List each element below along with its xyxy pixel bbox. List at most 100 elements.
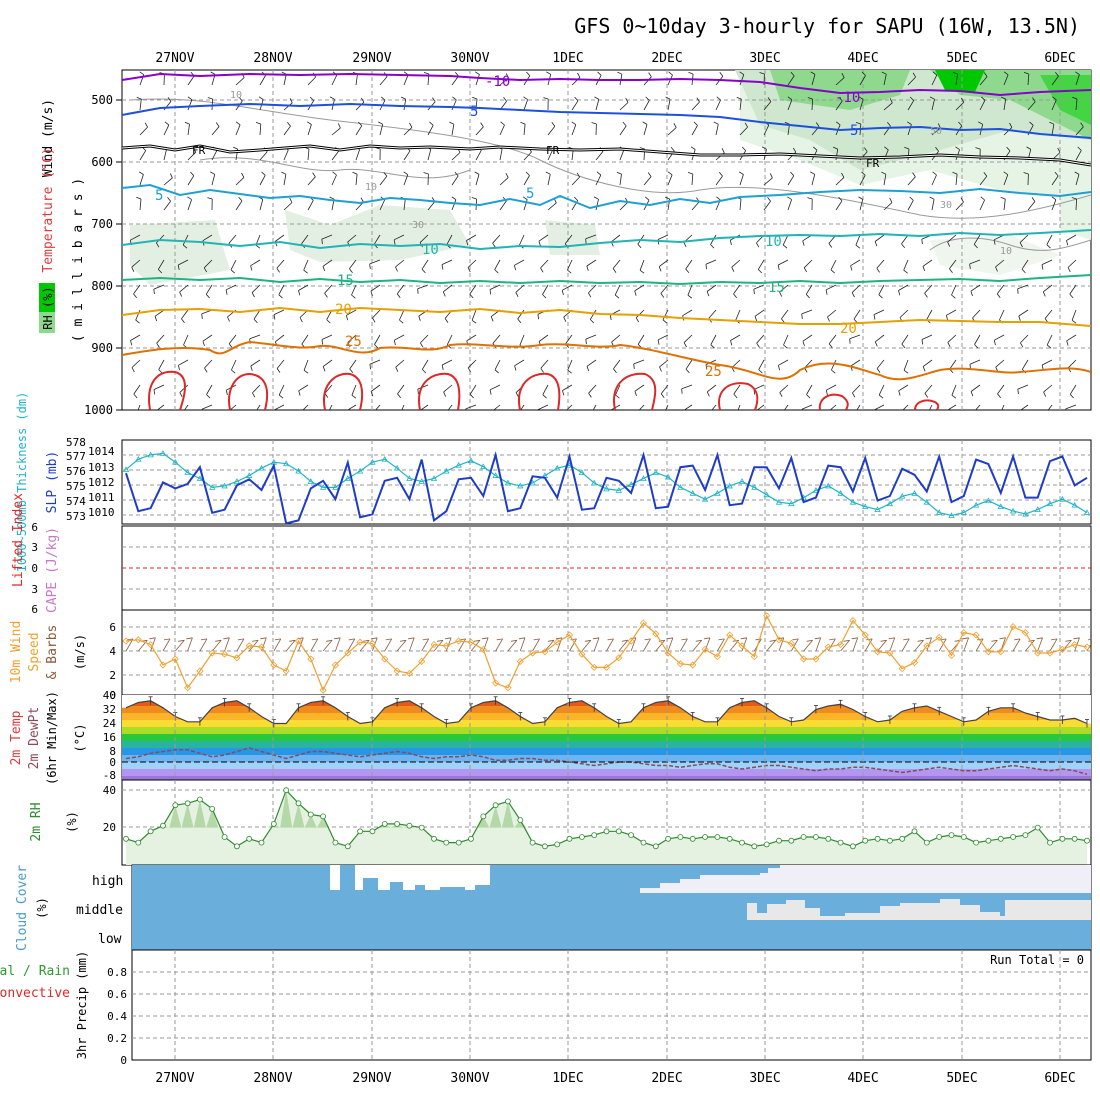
- wind-barb: [211, 174, 216, 186]
- wind-barb: [763, 177, 773, 186]
- wind10-point: [196, 667, 204, 675]
- contour-label: 15: [768, 280, 785, 296]
- wind-barb: [779, 284, 789, 293]
- wind-barb: [660, 284, 669, 294]
- wind-barb: [417, 284, 429, 290]
- wind-barb: [567, 359, 573, 371]
- li-tick-label: 3: [31, 583, 38, 596]
- wind10-barb-flag: [977, 638, 984, 641]
- temp-color-band: [122, 741, 1091, 748]
- temp-contour-30: [818, 393, 849, 410]
- wind-barb: [901, 334, 909, 345]
- wind-barb: [973, 234, 981, 245]
- wind-barb: [1003, 99, 1007, 111]
- wind-barb: [1067, 359, 1077, 369]
- temp-tick-label: 0: [109, 756, 116, 769]
- wind-barb: [571, 124, 577, 136]
- wind-barb: [130, 334, 141, 341]
- wind-barb: [283, 125, 291, 136]
- wind-barb: [421, 359, 429, 370]
- wind-barb-flag: [993, 340, 996, 346]
- wind10-point: [812, 655, 820, 663]
- wind10-barb: [519, 637, 526, 652]
- wind-barb: [369, 359, 381, 365]
- wind-barb-flag: [542, 394, 547, 399]
- wind-barb: [230, 259, 237, 270]
- wind-barb: [475, 126, 484, 136]
- slp-tick-label: 1012: [88, 476, 115, 489]
- wind-barb-flag: [250, 365, 253, 371]
- temp-color-band: [122, 769, 1091, 776]
- wind-barb: [955, 174, 958, 186]
- thickness-point: [504, 479, 512, 486]
- wind-barb-flag: [255, 244, 261, 249]
- wind-barb-flag: [178, 365, 180, 371]
- wind-barb-flag: [154, 316, 158, 322]
- wind10-point: [960, 629, 968, 637]
- wind10-point: [282, 667, 290, 675]
- wind-barb: [898, 384, 909, 392]
- wind-barb: [850, 259, 861, 267]
- wind-barb: [321, 334, 333, 340]
- wind-barb-flag: [670, 146, 675, 152]
- temp-contour-30: [613, 372, 657, 410]
- wind-barb: [710, 234, 717, 245]
- wind-barb: [499, 177, 509, 186]
- rh2m-point: [517, 817, 524, 823]
- wind-barb-flag: [164, 121, 170, 126]
- cloud-high-clear: [330, 865, 490, 890]
- wind-barb: [331, 74, 338, 86]
- wind-barb-flag: [921, 339, 924, 345]
- wind10-barb-flag: [215, 639, 222, 642]
- wind10-point: [997, 648, 1005, 656]
- wind-barb-flag: [396, 293, 401, 298]
- wind-barb-flag: [736, 415, 740, 418]
- thickness-point: [319, 484, 327, 490]
- top-date-label: 3DEC: [749, 51, 780, 66]
- wind-barb: [898, 284, 909, 291]
- wind-barb: [875, 334, 885, 343]
- wind-barb: [251, 284, 261, 293]
- wind-barb: [829, 404, 837, 410]
- wind-barb: [395, 259, 405, 268]
- wind-barb: [835, 200, 843, 211]
- wind10-barb-flag: [592, 637, 600, 640]
- wind-barb: [665, 404, 669, 410]
- wind-barb-flag: [596, 171, 602, 176]
- wind-barb-flag: [207, 97, 213, 100]
- wind-barb: [131, 259, 141, 268]
- wind-barb-flag: [713, 121, 719, 125]
- wind10-point: [886, 649, 894, 657]
- wind-barb-flag: [278, 294, 283, 299]
- wind-barb: [451, 152, 461, 161]
- wind-barb: [585, 334, 597, 340]
- wind-barb: [1020, 404, 1029, 410]
- wind-barb: [181, 309, 189, 320]
- wind-barb-flag: [783, 344, 788, 349]
- wind-barb-flag: [615, 394, 620, 399]
- wind-barb: [902, 404, 909, 410]
- rh2m-panel: 40 20 2m RH (%): [29, 779, 1092, 866]
- wind-barb: [595, 199, 599, 211]
- wind-barb-flag: [324, 292, 328, 298]
- wind-barb-flag: [441, 264, 444, 270]
- wind-barb: [1066, 234, 1077, 241]
- wind-barb: [283, 174, 287, 186]
- wind-barb: [523, 175, 530, 186]
- wind-barb: [659, 359, 669, 368]
- wind-barb-flag: [729, 240, 732, 246]
- wind-barb-flag: [480, 122, 484, 128]
- wind-barb-flag: [360, 197, 364, 203]
- wind-barb-flag: [374, 344, 379, 349]
- wind-barb-flag: [647, 172, 652, 177]
- wind-barb-flag: [492, 242, 496, 248]
- wind-barb: [611, 334, 621, 343]
- wind-barb: [519, 334, 525, 346]
- wind-barb: [520, 404, 525, 410]
- wind-barb: [947, 334, 957, 343]
- wind-barb: [153, 384, 165, 390]
- wind-barb-flag: [854, 414, 858, 418]
- thickness-line: [125, 452, 1088, 517]
- thickness-point: [443, 467, 450, 474]
- dewpt2m-label: 2m DewPt: [27, 707, 42, 770]
